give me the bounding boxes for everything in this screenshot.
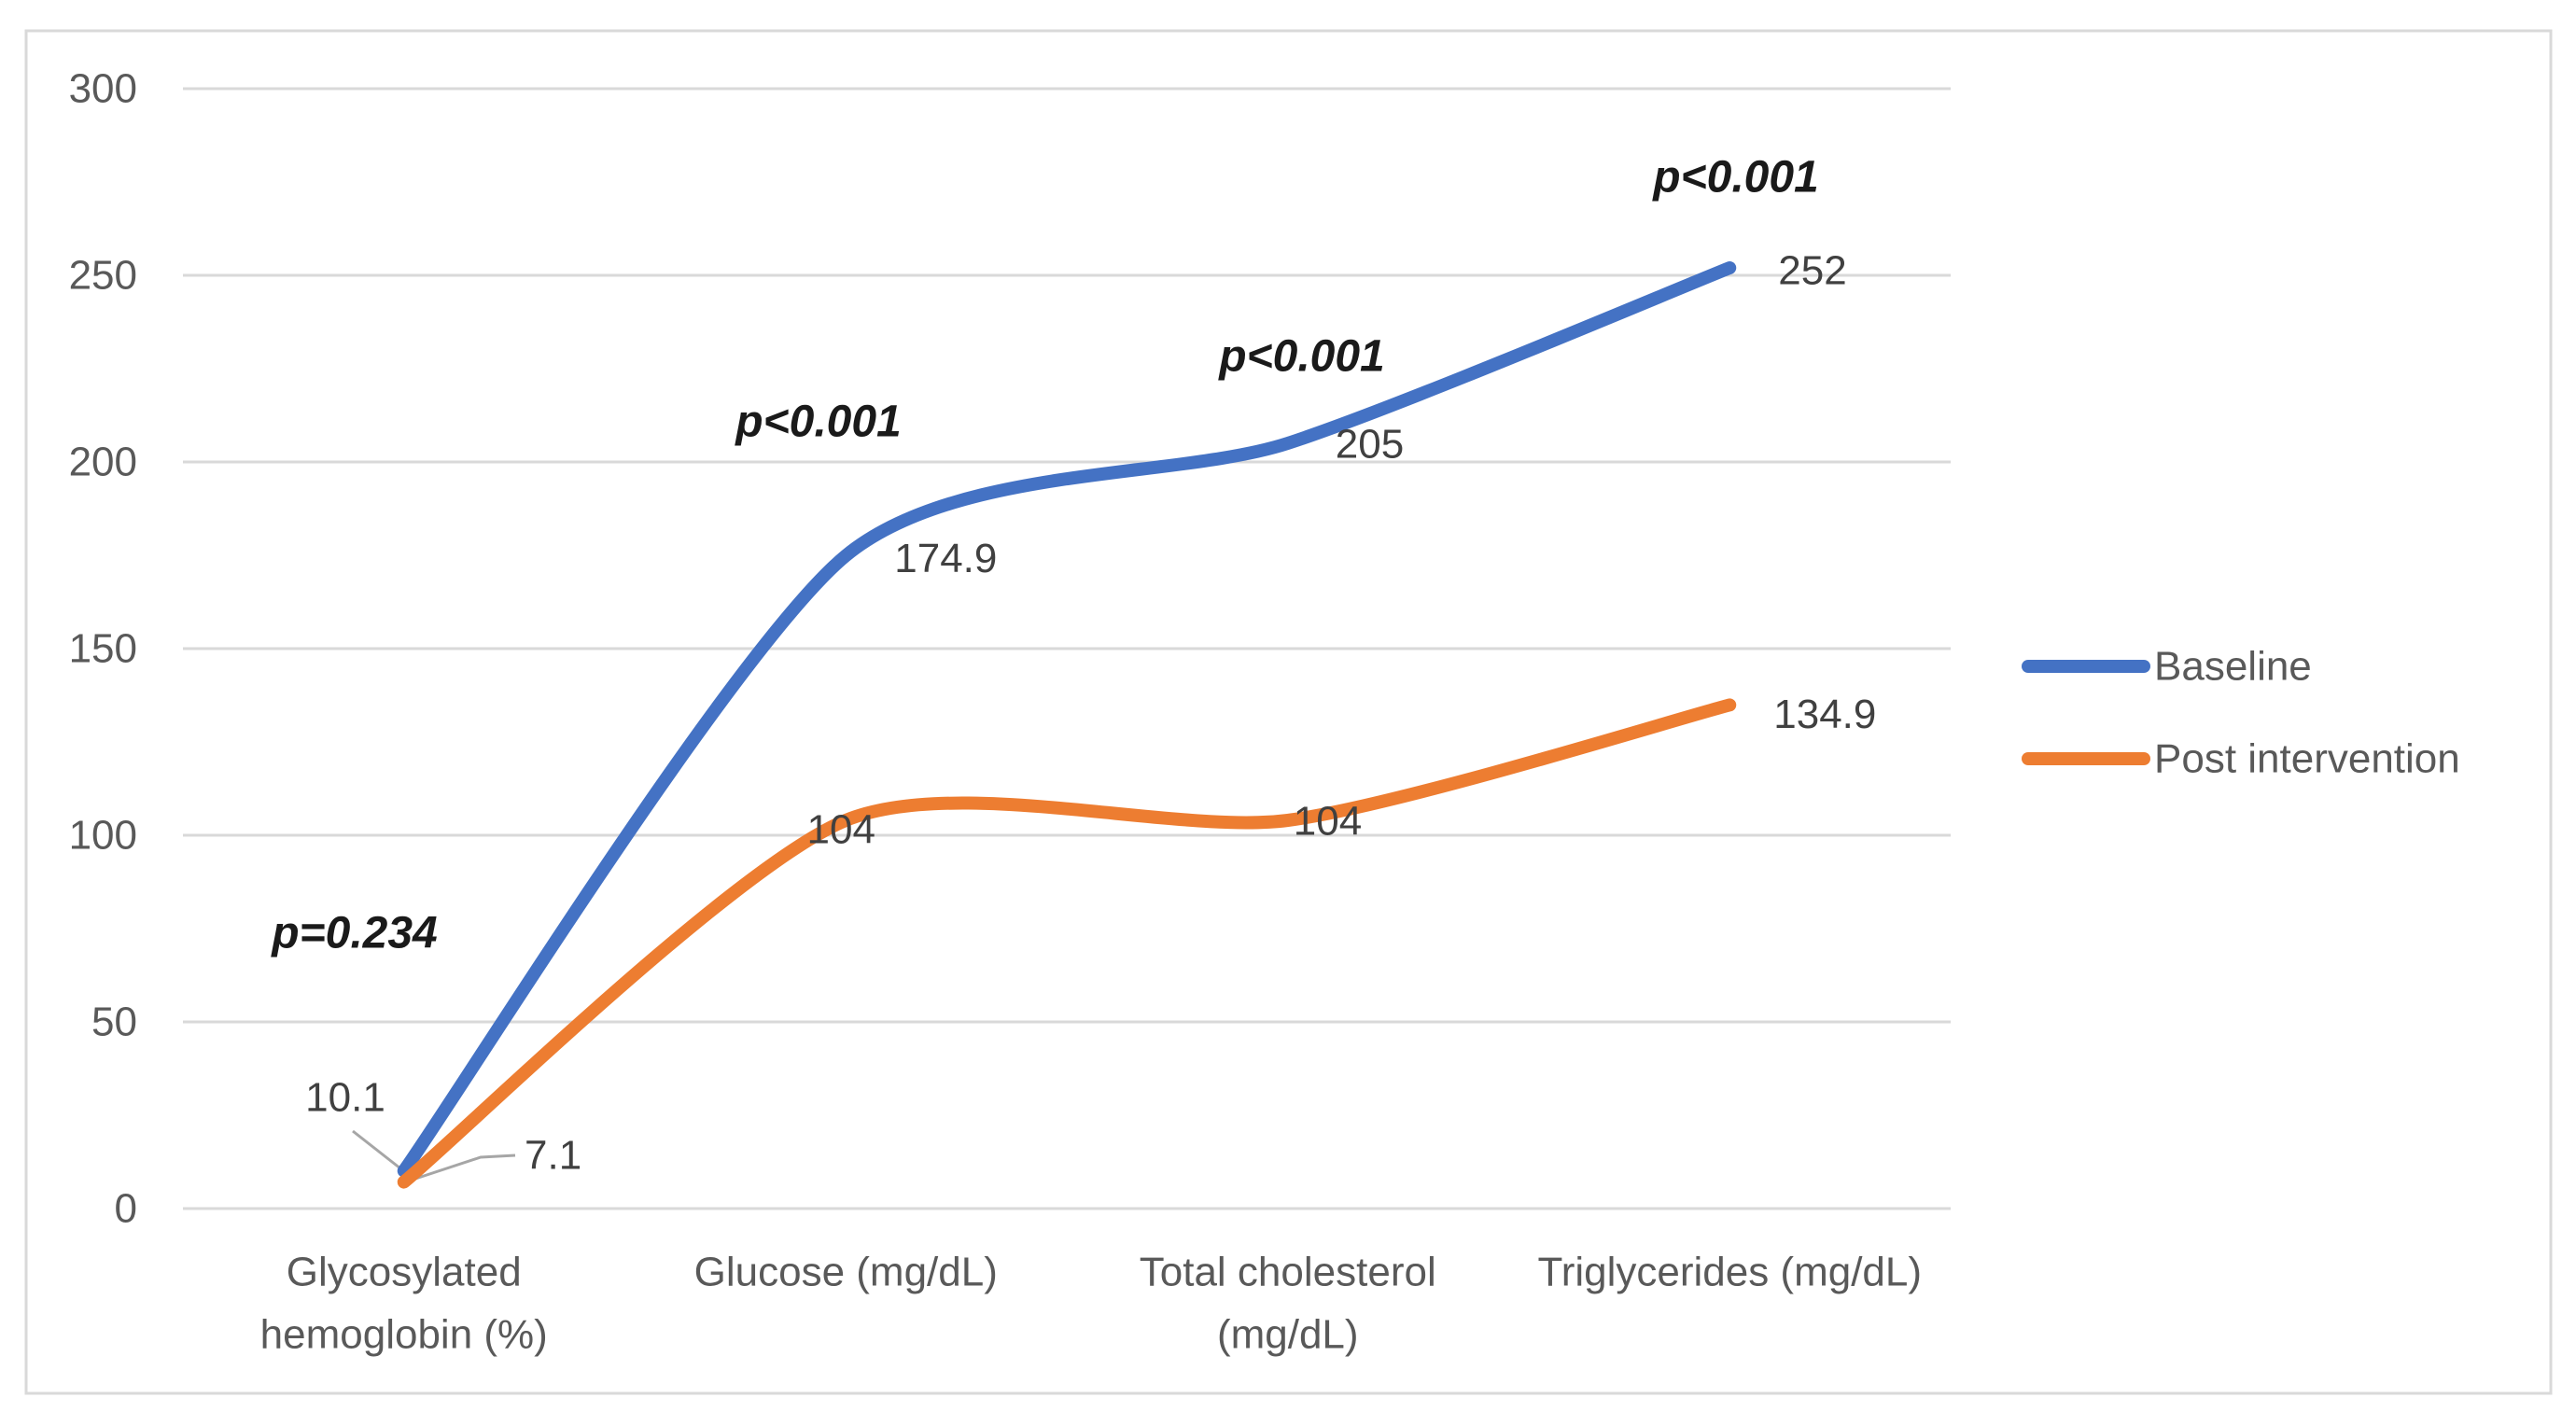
legend-item-baseline: Baseline xyxy=(2022,644,2312,690)
p-value-annotation: p=0.234 xyxy=(270,909,437,958)
x-axis-category-label: hemoglobin (%) xyxy=(260,1312,548,1358)
legend-label: Post intervention xyxy=(2154,736,2460,782)
y-axis-tick-label: 200 xyxy=(69,440,137,485)
y-axis-tick-label: 150 xyxy=(69,626,137,672)
x-axis-category-label: (mg/dL) xyxy=(1217,1312,1359,1358)
p-value-annotation: p<0.001 xyxy=(734,398,901,447)
y-axis-tick-label: 50 xyxy=(91,1000,137,1045)
x-axis-category-label: Total cholesterol xyxy=(1140,1250,1436,1295)
x-axis-category-label: Glycosylated xyxy=(287,1250,522,1295)
data-label: 7.1 xyxy=(525,1133,581,1179)
x-axis-category-labels: Glycosylated hemoglobin (%) Glucose (mg/dL… xyxy=(260,1250,1922,1358)
leader-line xyxy=(406,1153,516,1183)
chart-border xyxy=(24,29,2553,1395)
data-label: 252 xyxy=(1778,248,1846,294)
x-axis-category-label: Glucose (mg/dL) xyxy=(694,1250,998,1295)
data-label: 104 xyxy=(807,807,875,853)
data-label-leader-lines xyxy=(352,1129,516,1183)
data-labels-baseline: 10.1 174.9 205 252 xyxy=(305,248,1846,1121)
x-axis-category-label: Triglycerides (mg/dL) xyxy=(1537,1250,1922,1295)
y-axis-tick-label: 250 xyxy=(69,253,137,299)
data-label: 104 xyxy=(1294,799,1362,845)
p-value-annotation: p<0.001 xyxy=(1217,332,1384,382)
legend-label: Baseline xyxy=(2154,644,2312,690)
series-line-post-intervention xyxy=(397,698,1737,1189)
leader-line xyxy=(352,1129,401,1170)
data-labels-post-intervention: 7.1 104 104 134.9 xyxy=(525,692,1876,1179)
data-label: 134.9 xyxy=(1773,692,1876,737)
series-line-baseline xyxy=(397,261,1737,1178)
y-axis-tick-label: 300 xyxy=(69,66,137,112)
data-label: 10.1 xyxy=(305,1075,385,1121)
data-label: 174.9 xyxy=(894,536,997,581)
gridlines xyxy=(183,87,1951,1210)
y-axis-tick-labels: 300 250 200 150 100 50 0 xyxy=(69,66,137,1232)
data-label: 205 xyxy=(1336,422,1404,468)
p-value-annotation: p<0.001 xyxy=(1651,153,1818,203)
legend: Baseline Post intervention xyxy=(2022,644,2460,782)
legend-item-post-intervention: Post intervention xyxy=(2022,736,2460,782)
y-axis-tick-label: 0 xyxy=(115,1186,137,1232)
p-value-annotations: p=0.234 p<0.001 p<0.001 p<0.001 xyxy=(270,153,1818,958)
y-axis-tick-label: 100 xyxy=(69,813,137,859)
